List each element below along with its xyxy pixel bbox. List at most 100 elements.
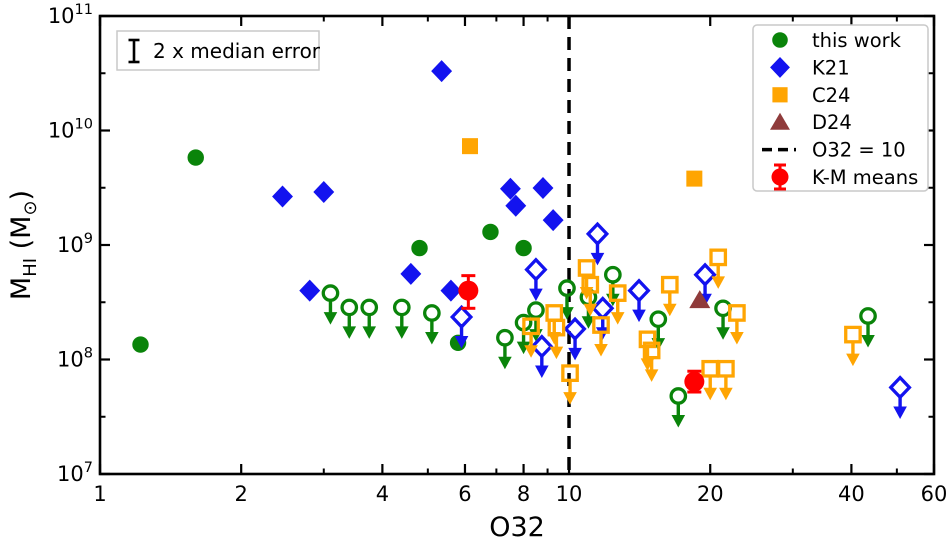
upper-limit-point (888, 375, 912, 419)
x-tick-label: 40 (838, 482, 865, 506)
legend-label: K-M means (812, 166, 918, 189)
x-tick-labels: 1 2 4 6 8 10 20 40 60 (93, 482, 947, 506)
data-point (187, 149, 204, 166)
data-point (440, 279, 462, 302)
upper-limit-point (585, 221, 610, 266)
upper-limit-point (547, 318, 566, 360)
data-point (299, 279, 321, 302)
y-tick-label: 1011 (48, 2, 93, 28)
x-axis-label: O32 (489, 512, 545, 542)
mean-point-errorbar (458, 274, 479, 310)
upper-limit-point (563, 316, 587, 361)
data-point (272, 185, 293, 208)
upper-limit-point (321, 284, 340, 325)
legend: this work K21 C24 D24 O32 = 10 K-M means (752, 24, 929, 192)
x-tick-label: 60 (921, 482, 947, 506)
legend-marker-triangle (770, 112, 790, 130)
legend-marker-square (772, 87, 788, 103)
upper-limit-point (423, 304, 441, 345)
annotation-box (116, 30, 320, 71)
annotation-label: 2 x median error (153, 39, 321, 63)
data-point (431, 60, 453, 83)
mean-data-point (458, 280, 479, 301)
legend-item-o32-10: O32 = 10 (762, 139, 906, 162)
series-d24 (689, 290, 711, 309)
x-tick-label: 6 (458, 482, 471, 506)
y-tick-labels: 107 108 109 1010 1011 (48, 2, 93, 486)
legend-marker-circle (772, 32, 788, 48)
legend-label: C24 (812, 84, 850, 107)
x-tick-label: 1 (93, 482, 106, 506)
data-point (462, 138, 479, 155)
data-point (499, 177, 521, 200)
series-c24-hi-upper-limits (522, 248, 862, 405)
data-point (515, 239, 532, 257)
legend-item-c24: C24 (772, 84, 850, 107)
upper-limit-point (524, 257, 548, 302)
legend-label: D24 (812, 111, 852, 134)
upper-limit-point (642, 341, 661, 382)
data-point (532, 176, 554, 199)
legend-marker-mean-circle (771, 168, 789, 186)
series-c24 (462, 138, 703, 187)
x-tick-label: 2 (235, 482, 248, 506)
data-point (313, 181, 335, 204)
upper-limit-point (522, 317, 540, 358)
x-tick-label: 20 (697, 482, 724, 506)
legend-label: O32 = 10 (812, 139, 906, 162)
upper-limit-point (581, 275, 600, 317)
series-this-work (132, 149, 532, 353)
legend-item-this-work: this work (772, 29, 902, 52)
upper-limit-point (340, 298, 359, 339)
x-tick-label: 10 (556, 482, 583, 506)
upper-limit-point (592, 316, 610, 357)
upper-limit-point (660, 275, 679, 317)
upper-limit-point (608, 284, 627, 325)
y-tick-label: 1010 (48, 117, 93, 143)
data-point (400, 262, 422, 285)
legend-item-k21: K21 (770, 56, 850, 79)
legend-label: this work (812, 29, 902, 52)
upper-limit-point (859, 307, 877, 348)
legend-marker-diamond (770, 56, 790, 78)
median-error-annotation: 2 x median error (116, 30, 321, 71)
upper-limit-point (360, 298, 379, 339)
legend-label: K21 (812, 56, 850, 79)
x-tick-label: 8 (517, 482, 530, 506)
upper-limit-point (627, 278, 651, 323)
upper-limit-point (530, 334, 554, 378)
series-k21 (272, 60, 564, 302)
data-point (411, 239, 428, 257)
upper-limit-point (449, 304, 474, 349)
data-point (542, 209, 564, 232)
series-k-m-means (458, 274, 705, 394)
upper-limit-point (558, 279, 576, 320)
data-point (482, 223, 499, 241)
upper-limit-point (392, 298, 411, 339)
y-tick-label: 108 (57, 346, 93, 372)
legend-item-d24: D24 (770, 111, 852, 134)
upper-limit-point (717, 359, 735, 401)
upper-limit-point (728, 304, 746, 345)
data-point (132, 336, 149, 353)
legend-box (752, 24, 929, 192)
upper-limit-point (844, 325, 862, 367)
upper-limit-point (709, 248, 728, 289)
upper-limit-point (669, 387, 688, 428)
data-point (505, 194, 527, 217)
legend-item-k-m-means: K-M means (771, 163, 918, 191)
y-tick-label: 109 (57, 231, 93, 257)
upper-limit-point (701, 359, 720, 401)
y-tick-label: 107 (57, 460, 93, 486)
upper-limit-point (561, 364, 579, 405)
upper-limit-point (496, 328, 514, 370)
x-tick-label: 4 (376, 482, 389, 506)
data-point (686, 170, 703, 187)
mean-data-point (684, 371, 705, 392)
data-point (689, 290, 711, 309)
mean-point-errorbar (684, 369, 705, 394)
series-k21-hi-upper-limits (449, 221, 912, 419)
y-axis-label: MHI (M⊙) (6, 190, 41, 300)
